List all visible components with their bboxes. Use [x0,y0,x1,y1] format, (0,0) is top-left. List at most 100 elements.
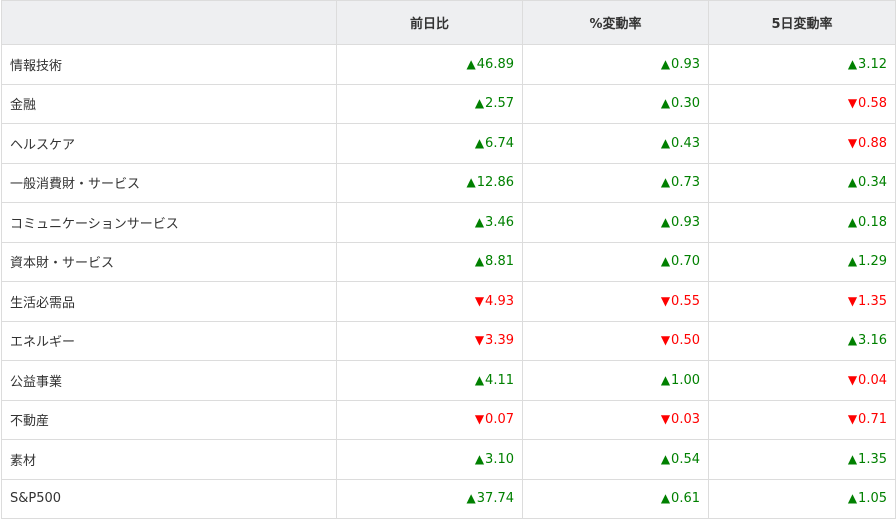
table-row: コミュニケーションサービス ▲3.46 ▲0.93 ▲0.18 [1,202,896,243]
percent-change-cell: ▲0.73 [522,162,709,203]
percent-change-cell: ▼0.55 [522,281,709,322]
5day-change-value: 1.05 [858,491,887,507]
5day-change-cell: ▲3.12 [708,44,896,85]
day-change-value: 37.74 [476,491,514,507]
triangle-up-icon: ▲ [474,254,485,269]
day-change-cell: ▲8.81 [336,241,523,282]
day-change-value: 3.10 [485,451,514,467]
percent-change-value: 0.61 [671,491,700,507]
day-change-cell: ▲37.74 [336,478,523,519]
triangle-down-icon: ▼ [474,333,485,348]
triangle-down-icon: ▼ [847,412,858,427]
header-percent-change: %変動率 [522,0,709,45]
triangle-up-icon: ▲ [847,254,858,269]
day-change-value: 2.57 [485,96,514,112]
table-row: 資本財・サービス ▲8.81 ▲0.70 ▲1.29 [1,241,896,282]
triangle-down-icon: ▼ [847,372,858,387]
sector-name: 素材 [1,439,337,480]
percent-change-cell: ▼0.03 [522,399,709,440]
triangle-up-icon: ▲ [660,96,671,111]
table-row: 素材 ▲3.10 ▲0.54 ▲1.35 [1,439,896,480]
header-day-change: 前日比 [336,0,523,45]
day-change-value: 46.89 [476,56,514,72]
5day-change-value: 0.71 [858,412,887,428]
triangle-up-icon: ▲ [660,451,671,466]
table-row: S&P500 ▲37.74 ▲0.61 ▲1.05 [1,478,896,519]
triangle-up-icon: ▲ [847,451,858,466]
percent-change-cell: ▲0.93 [522,202,709,243]
percent-change-value: 0.55 [671,293,700,309]
5day-change-value: 3.12 [858,56,887,72]
table-row: 一般消費財・サービス ▲12.86 ▲0.73 ▲0.34 [1,162,896,203]
percent-change-value: 0.03 [671,412,700,428]
sector-name: 情報技術 [1,44,337,85]
percent-change-value: 1.00 [671,372,700,388]
sector-name: S&P500 [1,478,337,519]
day-change-value: 3.46 [485,214,514,230]
day-change-cell: ▼4.93 [336,281,523,322]
5day-change-cell: ▼0.04 [708,360,896,401]
table-row: 情報技術 ▲46.89 ▲0.93 ▲3.12 [1,44,896,85]
day-change-value: 6.74 [485,135,514,151]
percent-change-cell: ▲0.54 [522,439,709,480]
5day-change-cell: ▼0.71 [708,399,896,440]
triangle-up-icon: ▲ [847,175,858,190]
day-change-cell: ▲6.74 [336,123,523,164]
percent-change-value: 0.73 [671,175,700,191]
triangle-down-icon: ▼ [660,412,671,427]
day-change-cell: ▲12.86 [336,162,523,203]
percent-change-cell: ▲1.00 [522,360,709,401]
day-change-value: 12.86 [476,175,514,191]
table-row: エネルギー ▼3.39 ▼0.50 ▲3.16 [1,320,896,361]
sector-name: 金融 [1,83,337,124]
triangle-up-icon: ▲ [466,491,476,506]
percent-change-value: 0.30 [671,96,700,112]
day-change-cell: ▼0.07 [336,399,523,440]
triangle-down-icon: ▼ [660,293,671,308]
day-change-cell: ▲2.57 [336,83,523,124]
5day-change-cell: ▲3.16 [708,320,896,361]
sector-name: 生活必需品 [1,281,337,322]
triangle-up-icon: ▲ [474,214,485,229]
triangle-up-icon: ▲ [474,96,485,111]
header-5day-change: 5日変動率 [708,0,896,45]
5day-change-cell: ▲1.29 [708,241,896,282]
5day-change-value: 0.88 [858,135,887,151]
triangle-down-icon: ▼ [847,96,858,111]
table-row: 公益事業 ▲4.11 ▲1.00 ▼0.04 [1,360,896,401]
triangle-up-icon: ▲ [847,333,858,348]
percent-change-value: 0.43 [671,135,700,151]
table-row: 不動産 ▼0.07 ▼0.03 ▼0.71 [1,399,896,440]
triangle-down-icon: ▼ [660,333,671,348]
table-row: 生活必需品 ▼4.93 ▼0.55 ▼1.35 [1,281,896,322]
day-change-cell: ▲46.89 [336,44,523,85]
day-change-cell: ▲4.11 [336,360,523,401]
5day-change-value: 1.29 [858,254,887,270]
5day-change-cell: ▲1.35 [708,439,896,480]
triangle-up-icon: ▲ [660,254,671,269]
5day-change-cell: ▲0.18 [708,202,896,243]
table-header-row: 前日比 %変動率 5日変動率 [1,0,896,45]
5day-change-cell: ▼0.88 [708,123,896,164]
triangle-up-icon: ▲ [474,135,485,150]
table-row: 金融 ▲2.57 ▲0.30 ▼0.58 [1,83,896,124]
5day-change-value: 0.18 [858,214,887,230]
day-change-value: 4.93 [485,293,514,309]
sector-name: エネルギー [1,320,337,361]
percent-change-value: 0.54 [671,451,700,467]
5day-change-value: 1.35 [858,293,887,309]
table-row: ヘルスケア ▲6.74 ▲0.43 ▼0.88 [1,123,896,164]
triangle-up-icon: ▲ [847,56,858,71]
day-change-cell: ▲3.10 [336,439,523,480]
percent-change-cell: ▲0.70 [522,241,709,282]
percent-change-cell: ▲0.30 [522,83,709,124]
triangle-down-icon: ▼ [847,293,858,308]
triangle-up-icon: ▲ [847,214,858,229]
triangle-up-icon: ▲ [466,56,476,71]
sector-name: 一般消費財・サービス [1,162,337,203]
5day-change-cell: ▲0.34 [708,162,896,203]
5day-change-cell: ▼0.58 [708,83,896,124]
triangle-up-icon: ▲ [474,372,485,387]
day-change-value: 4.11 [485,372,514,388]
